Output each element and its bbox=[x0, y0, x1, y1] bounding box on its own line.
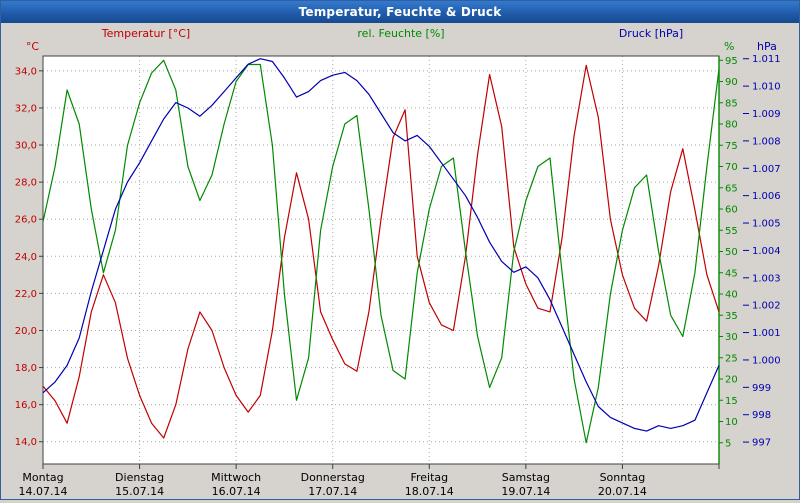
svg-text:16,0: 16,0 bbox=[15, 400, 37, 411]
svg-text:20: 20 bbox=[725, 375, 738, 386]
pressure-axis: 1.011 1.010 1.009 1.008 1.007 1.006 1.005 1.004… bbox=[743, 54, 781, 449]
svg-text:65: 65 bbox=[725, 183, 738, 194]
svg-text:95: 95 bbox=[725, 56, 738, 67]
weather-chart: Temperatur [°C] rel. Feuchte [%] Druck [hP… bbox=[15, 27, 781, 498]
svg-text:70: 70 bbox=[725, 162, 738, 173]
svg-text:85: 85 bbox=[725, 98, 738, 109]
svg-text:999: 999 bbox=[752, 383, 771, 394]
svg-text:75: 75 bbox=[725, 141, 738, 152]
svg-text:34,0: 34,0 bbox=[15, 66, 37, 77]
day-date-label: 14.07.14 bbox=[19, 485, 68, 498]
svg-text:32,0: 32,0 bbox=[15, 103, 37, 114]
day-name-label: Donnerstag bbox=[301, 471, 365, 484]
svg-text:90: 90 bbox=[725, 77, 738, 88]
svg-text:997: 997 bbox=[752, 438, 771, 449]
svg-text:1.005: 1.005 bbox=[752, 219, 781, 230]
svg-text:1.009: 1.009 bbox=[752, 109, 781, 120]
svg-text:25: 25 bbox=[725, 353, 738, 364]
svg-text:1.004: 1.004 bbox=[752, 246, 781, 257]
svg-text:1.000: 1.000 bbox=[752, 355, 781, 366]
day-name-label: Dienstag bbox=[115, 471, 164, 484]
day-name-label: Freitag bbox=[410, 471, 448, 484]
svg-text:60: 60 bbox=[725, 205, 738, 216]
svg-text:35: 35 bbox=[725, 311, 738, 322]
svg-text:50: 50 bbox=[725, 247, 738, 258]
svg-text:30: 30 bbox=[725, 332, 738, 343]
druck-series bbox=[42, 58, 720, 432]
day-name-label: Sonntag bbox=[600, 471, 646, 484]
svg-text:1.011: 1.011 bbox=[752, 54, 781, 65]
window-title: Temperatur, Feuchte & Druck bbox=[1, 1, 799, 23]
svg-text:1.003: 1.003 bbox=[752, 273, 781, 284]
day-date-label: 18.07.14 bbox=[405, 485, 454, 498]
svg-text:40: 40 bbox=[725, 290, 738, 301]
svg-text:5: 5 bbox=[725, 438, 731, 449]
svg-text:10: 10 bbox=[725, 417, 738, 428]
day-date-label: 17.07.14 bbox=[308, 485, 357, 498]
svg-text:80: 80 bbox=[725, 120, 738, 131]
temperature-axis: 34,0 32,0 30,0 28,0 26,0 24,0 22,0 20,0 18,0 16,0… bbox=[15, 66, 43, 448]
chart-area: Temperatur [°C] rel. Feuchte [%] Druck [hP… bbox=[1, 23, 800, 499]
temperatur-series bbox=[42, 64, 720, 439]
press-unit-label: hPa bbox=[757, 40, 777, 53]
day-name-label: Montag bbox=[22, 471, 63, 484]
svg-text:15: 15 bbox=[725, 396, 738, 407]
svg-text:28,0: 28,0 bbox=[15, 178, 37, 189]
day-date-label: 19.07.14 bbox=[501, 485, 550, 498]
day-date-label: 16.07.14 bbox=[212, 485, 261, 498]
day-name-label: Mittwoch bbox=[211, 471, 261, 484]
svg-text:24,0: 24,0 bbox=[15, 252, 37, 263]
svg-text:18,0: 18,0 bbox=[15, 363, 37, 374]
svg-text:14,0: 14,0 bbox=[15, 437, 37, 448]
legend-humidity: rel. Feuchte [%] bbox=[357, 27, 444, 40]
day-date-label: 15.07.14 bbox=[115, 485, 164, 498]
day-date-label: 20.07.14 bbox=[598, 485, 647, 498]
svg-text:1.007: 1.007 bbox=[752, 164, 781, 175]
svg-text:45: 45 bbox=[725, 268, 738, 279]
svg-text:1.008: 1.008 bbox=[752, 136, 781, 147]
hum-unit-label: % bbox=[724, 40, 734, 53]
svg-text:55: 55 bbox=[725, 226, 738, 237]
svg-text:22,0: 22,0 bbox=[15, 289, 37, 300]
series-legend: Temperatur [°C] rel. Feuchte [%] Druck [hP… bbox=[101, 27, 683, 40]
rel-feuchte-series bbox=[42, 59, 720, 444]
svg-text:26,0: 26,0 bbox=[15, 215, 37, 226]
svg-text:1.002: 1.002 bbox=[752, 301, 781, 312]
svg-text:998: 998 bbox=[752, 410, 771, 421]
svg-text:1.001: 1.001 bbox=[752, 328, 781, 339]
legend-temperature: Temperatur [°C] bbox=[101, 27, 190, 40]
svg-text:1.010: 1.010 bbox=[752, 82, 781, 93]
legend-pressure: Druck [hPa] bbox=[619, 27, 683, 40]
temp-unit-label: °C bbox=[26, 40, 40, 53]
svg-text:1.006: 1.006 bbox=[752, 191, 781, 202]
plot-background bbox=[43, 56, 719, 464]
day-name-label: Samstag bbox=[502, 471, 550, 484]
svg-text:30,0: 30,0 bbox=[15, 141, 37, 152]
svg-text:20,0: 20,0 bbox=[15, 326, 37, 337]
humidity-axis: 95 90 85 80 75 70 65 60 55 50 45 40 35 30 25 20 15 10 5 bbox=[719, 56, 738, 449]
